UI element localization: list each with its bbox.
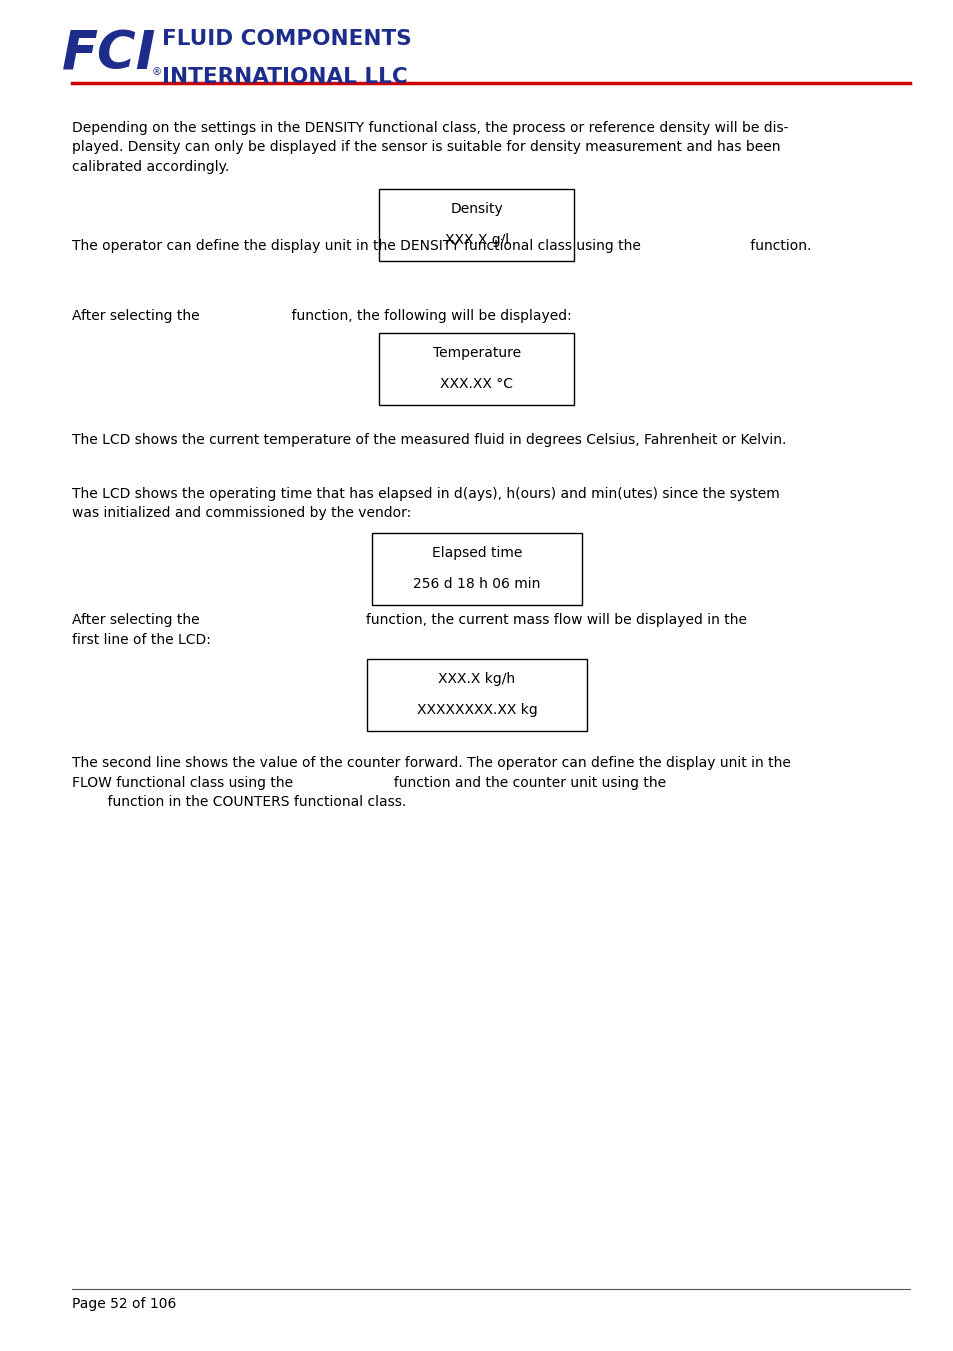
Text: XXX.X kg/h: XXX.X kg/h — [438, 671, 515, 686]
Bar — [372, 534, 581, 605]
Bar — [379, 189, 574, 261]
Text: was initialized and commissioned by the vendor:: was initialized and commissioned by the … — [71, 507, 411, 520]
Text: first line of the LCD:: first line of the LCD: — [71, 632, 211, 647]
Text: The operator can define the display unit in the DENSITY functional class using t: The operator can define the display unit… — [71, 239, 810, 253]
Text: Temperature: Temperature — [433, 346, 520, 359]
Text: FLOW functional class using the                       function and the counter u: FLOW functional class using the function… — [71, 775, 665, 789]
Text: FLUID COMPONENTS: FLUID COMPONENTS — [162, 28, 412, 49]
Text: XXX.XX °C: XXX.XX °C — [440, 377, 513, 390]
Bar — [379, 332, 574, 405]
Text: XXXXXXXX.XX kg: XXXXXXXX.XX kg — [416, 703, 537, 717]
Text: FCI: FCI — [62, 28, 156, 81]
Text: The LCD shows the operating time that has elapsed in d(ays), h(ours) and min(ute: The LCD shows the operating time that ha… — [71, 486, 779, 501]
Text: The LCD shows the current temperature of the measured fluid in degrees Celsius, : The LCD shows the current temperature of… — [71, 434, 785, 447]
Text: function in the COUNTERS functional class.: function in the COUNTERS functional clas… — [90, 794, 406, 809]
Text: Elapsed time: Elapsed time — [432, 546, 521, 561]
Text: After selecting the                                      function, the current m: After selecting the function, the curren… — [71, 613, 746, 627]
Text: XXX.X g/l: XXX.X g/l — [444, 232, 509, 247]
Bar — [367, 659, 586, 731]
Text: Page 52 of 106: Page 52 of 106 — [71, 1297, 176, 1310]
Text: ®: ® — [152, 68, 162, 77]
Text: Density: Density — [450, 203, 503, 216]
Text: 256 d 18 h 06 min: 256 d 18 h 06 min — [413, 577, 540, 590]
Text: calibrated accordingly.: calibrated accordingly. — [71, 159, 229, 174]
Text: INTERNATIONAL LLC: INTERNATIONAL LLC — [162, 68, 407, 86]
Text: played. Density can only be displayed if the sensor is suitable for density meas: played. Density can only be displayed if… — [71, 141, 780, 154]
Text: After selecting the                     function, the following will be displaye: After selecting the function, the follow… — [71, 309, 571, 323]
Text: Depending on the settings in the DENSITY functional class, the process or refere: Depending on the settings in the DENSITY… — [71, 122, 788, 135]
Text: The second line shows the value of the counter forward. The operator can define : The second line shows the value of the c… — [71, 757, 790, 770]
